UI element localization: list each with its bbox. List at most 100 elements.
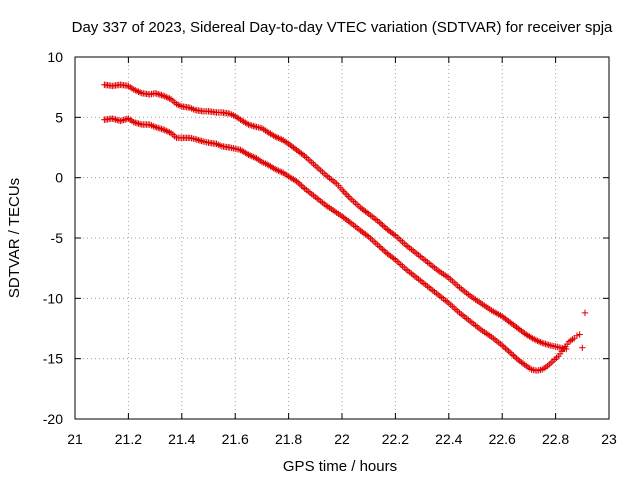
data-point <box>515 356 522 364</box>
data-point-interp <box>359 205 366 213</box>
y-axis-label: SDTVAR / TECUs <box>6 178 23 298</box>
data-point-interp <box>291 145 299 152</box>
data-point-interp <box>377 244 385 252</box>
x-tick-label: 22.4 <box>435 431 462 447</box>
data-point <box>507 319 514 326</box>
data-point-interp <box>288 175 296 182</box>
data-point-interp <box>296 149 304 156</box>
data-point-interp <box>510 352 517 359</box>
data-point-interp <box>265 162 273 169</box>
data-point-interp <box>163 93 170 101</box>
data-point <box>130 86 137 93</box>
data-point-interp <box>161 126 168 134</box>
data-point-interp <box>513 324 520 331</box>
data-point-interp <box>387 252 394 260</box>
data-point-interp <box>385 227 393 234</box>
data-point <box>523 331 530 338</box>
data-point-interp <box>500 314 508 321</box>
data-point-interp <box>267 163 274 170</box>
data-point-interp <box>268 131 276 138</box>
data-point-interp <box>164 128 172 135</box>
data-point-interp <box>268 164 276 171</box>
data-point-interp <box>359 228 366 236</box>
data-point-interp <box>278 168 285 176</box>
data-point-interp <box>521 361 528 368</box>
data-point-interp <box>511 322 519 330</box>
data-point-interp <box>519 360 527 367</box>
data-point-interp <box>135 88 142 95</box>
data-point-interp <box>299 183 307 191</box>
data-point-interp <box>240 118 247 125</box>
data-point-interp <box>385 251 393 259</box>
data-point-interp <box>133 87 141 95</box>
data-point-interp <box>275 134 282 142</box>
data-point-interp <box>382 249 389 256</box>
data-point-interp <box>290 176 297 183</box>
data-point <box>159 92 167 99</box>
data-point-interp <box>387 228 394 236</box>
data-point-interp <box>342 215 349 222</box>
data-point <box>245 151 252 158</box>
data-point-interp <box>290 144 297 151</box>
data-point <box>293 178 300 185</box>
data-point <box>515 325 522 332</box>
data-point-interp <box>295 179 302 186</box>
data-point-interp <box>295 147 302 155</box>
data-point-interp <box>276 168 284 175</box>
data-point-interp <box>291 177 299 184</box>
data-point-interp <box>502 345 509 352</box>
data-point <box>376 243 383 250</box>
data-point-interp <box>267 130 274 137</box>
data-point-interp <box>276 135 284 143</box>
data-point-interp <box>163 127 170 135</box>
data-point-interp <box>242 119 249 126</box>
data-point <box>507 349 514 356</box>
data-point-interp <box>529 335 536 342</box>
data-point-interp <box>500 343 508 351</box>
data-point <box>264 128 271 136</box>
data-point-interp <box>243 150 251 157</box>
data-point-interp <box>164 94 172 101</box>
data-point <box>384 250 391 257</box>
chart-title: Day 337 of 2023, Sidereal Day-to-day VTE… <box>72 19 613 36</box>
data-point-interp <box>508 350 516 358</box>
data-point-interp <box>379 222 386 229</box>
data-point-interp <box>382 224 389 232</box>
data-point-interp <box>299 151 307 158</box>
series-upper <box>101 81 570 353</box>
y-tick-label: -5 <box>51 230 64 246</box>
data-point-interp <box>238 117 246 124</box>
x-tick-label: 22.2 <box>382 431 409 447</box>
data-point-interp <box>270 132 277 139</box>
data-point-interp <box>519 328 527 336</box>
data-point-interp <box>503 346 511 353</box>
y-tick-label: -15 <box>43 351 63 367</box>
data-point-interp <box>166 129 173 136</box>
data-point-interp <box>288 143 296 150</box>
x-tick-label: 21.6 <box>222 431 249 447</box>
data-point-interp <box>363 209 371 216</box>
data-point-interp <box>345 217 352 225</box>
data-point-interp <box>502 315 509 323</box>
x-tick-label: 22.6 <box>489 431 516 447</box>
data-point-interp <box>248 152 255 160</box>
y-tick-label: 10 <box>47 49 63 65</box>
data-point <box>499 342 506 349</box>
y-tick-label: -10 <box>43 290 63 306</box>
data-point-interp <box>287 174 294 181</box>
data-point-interp <box>166 95 173 102</box>
data-point-interp <box>265 129 273 136</box>
data-point <box>285 173 292 180</box>
grid <box>75 57 609 419</box>
data-point-interp <box>518 359 525 366</box>
data-point-interp <box>388 254 396 261</box>
data-point-interp <box>526 333 533 340</box>
data-point <box>338 213 346 220</box>
data-point-interp <box>270 165 277 172</box>
data-point-interp <box>532 336 540 344</box>
data-point <box>159 126 167 133</box>
data-point-interp <box>132 87 139 94</box>
data-point <box>573 332 581 339</box>
